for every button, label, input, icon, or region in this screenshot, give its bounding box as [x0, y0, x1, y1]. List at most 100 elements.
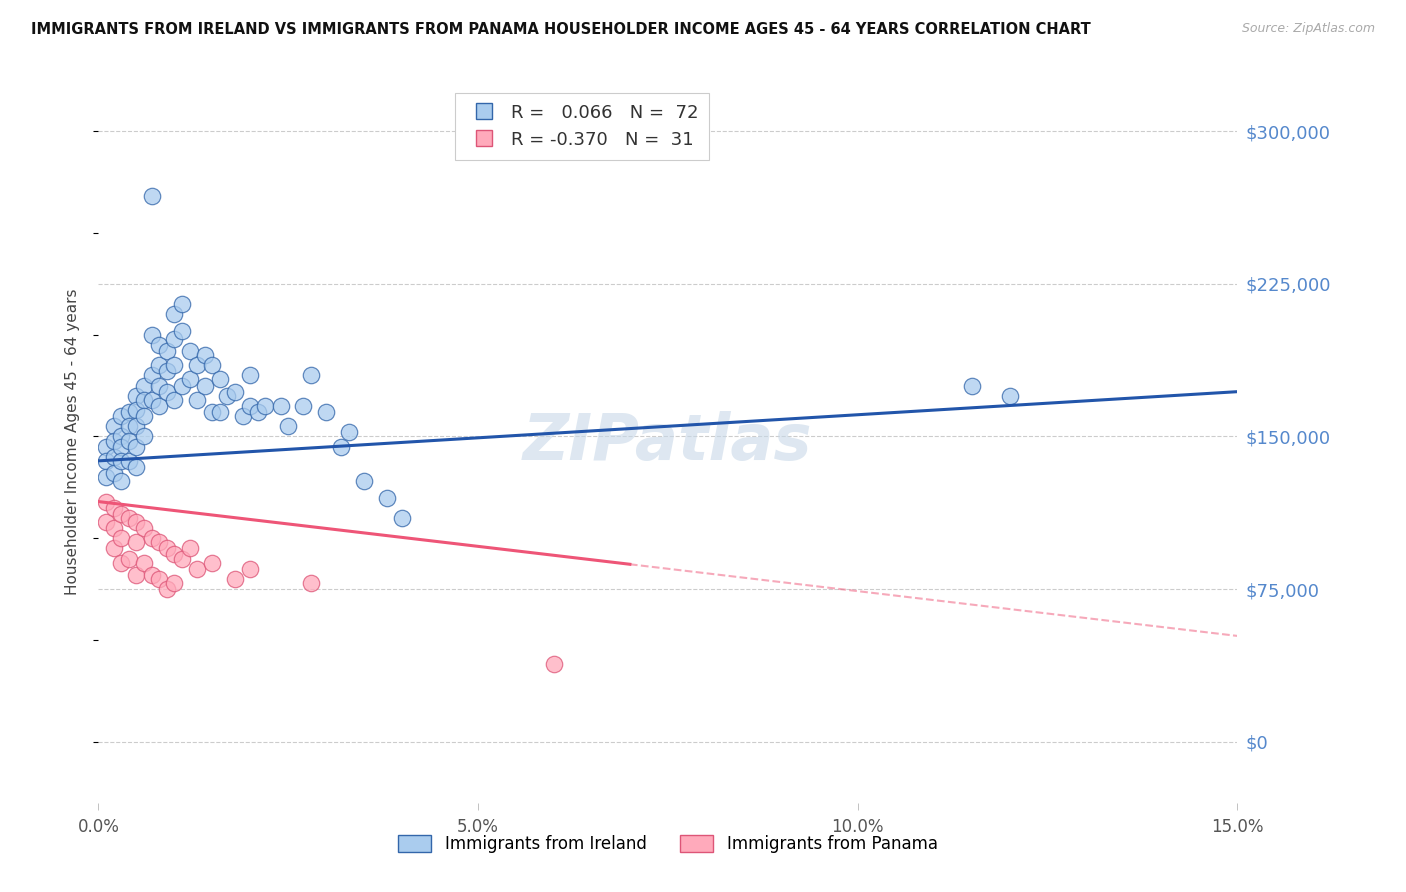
Point	[103, 466, 125, 480]
Point	[110, 409, 132, 423]
Point	[110, 556, 132, 570]
Point	[170, 378, 193, 392]
Point	[163, 358, 186, 372]
Point	[353, 474, 375, 488]
Point	[132, 429, 155, 443]
Point	[118, 511, 141, 525]
Point	[201, 358, 224, 372]
Point	[391, 511, 413, 525]
Point	[224, 572, 246, 586]
Point	[163, 392, 186, 407]
Point	[94, 494, 117, 508]
Point	[156, 343, 179, 358]
Point	[103, 541, 125, 556]
Y-axis label: Householder Income Ages 45 - 64 years: Householder Income Ages 45 - 64 years	[65, 288, 80, 595]
Point	[292, 399, 315, 413]
Point	[186, 358, 208, 372]
Point	[141, 392, 163, 407]
Point	[163, 576, 186, 591]
Point	[163, 548, 186, 562]
Point	[110, 531, 132, 545]
Point	[125, 419, 148, 434]
Point	[186, 562, 208, 576]
Point	[94, 515, 117, 529]
Point	[330, 440, 353, 454]
Legend: Immigrants from Ireland, Immigrants from Panama: Immigrants from Ireland, Immigrants from…	[391, 828, 945, 860]
Point	[232, 409, 254, 423]
Point	[148, 358, 170, 372]
Point	[375, 491, 398, 505]
Point	[277, 419, 299, 434]
Point	[141, 327, 163, 342]
Point	[156, 541, 179, 556]
Point	[960, 378, 983, 392]
Point	[186, 392, 208, 407]
Point	[110, 440, 132, 454]
Point	[118, 419, 141, 434]
Point	[239, 562, 262, 576]
Point	[94, 454, 117, 468]
Point	[94, 470, 117, 484]
Point	[125, 389, 148, 403]
Text: IMMIGRANTS FROM IRELAND VS IMMIGRANTS FROM PANAMA HOUSEHOLDER INCOME AGES 45 - 6: IMMIGRANTS FROM IRELAND VS IMMIGRANTS FR…	[31, 22, 1091, 37]
Point	[141, 531, 163, 545]
Point	[299, 368, 322, 383]
Point	[103, 450, 125, 464]
Point	[125, 403, 148, 417]
Point	[246, 405, 269, 419]
Point	[125, 515, 148, 529]
Point	[118, 405, 141, 419]
Point	[148, 378, 170, 392]
Point	[125, 460, 148, 475]
Point	[103, 434, 125, 448]
Point	[170, 324, 193, 338]
Point	[170, 297, 193, 311]
Point	[156, 384, 179, 399]
Point	[132, 392, 155, 407]
Point	[148, 535, 170, 549]
Point	[148, 399, 170, 413]
Point	[110, 507, 132, 521]
Point	[170, 551, 193, 566]
Point	[239, 368, 262, 383]
Point	[163, 307, 186, 321]
Point	[132, 521, 155, 535]
Point	[141, 567, 163, 582]
Point	[201, 556, 224, 570]
Point	[270, 399, 292, 413]
Point	[208, 405, 231, 419]
Point	[110, 429, 132, 443]
Point	[110, 474, 132, 488]
Point	[315, 405, 337, 419]
Point	[148, 572, 170, 586]
Point	[118, 454, 141, 468]
Point	[103, 500, 125, 515]
Point	[148, 338, 170, 352]
Point	[132, 556, 155, 570]
Point	[94, 440, 117, 454]
Point	[156, 364, 179, 378]
Point	[132, 378, 155, 392]
Point	[224, 384, 246, 399]
Point	[217, 389, 239, 403]
Point	[163, 332, 186, 346]
Point	[141, 368, 163, 383]
Point	[201, 405, 224, 419]
Point	[194, 348, 217, 362]
Point	[118, 434, 141, 448]
Point	[179, 372, 201, 386]
Point	[543, 657, 565, 672]
Point	[141, 189, 163, 203]
Point	[103, 521, 125, 535]
Point	[254, 399, 277, 413]
Point	[208, 372, 231, 386]
Point	[299, 576, 322, 591]
Point	[179, 541, 201, 556]
Point	[998, 389, 1021, 403]
Point	[110, 454, 132, 468]
Point	[132, 409, 155, 423]
Point	[239, 399, 262, 413]
Point	[125, 535, 148, 549]
Point	[103, 419, 125, 434]
Text: ZIPatlas: ZIPatlas	[523, 410, 813, 473]
